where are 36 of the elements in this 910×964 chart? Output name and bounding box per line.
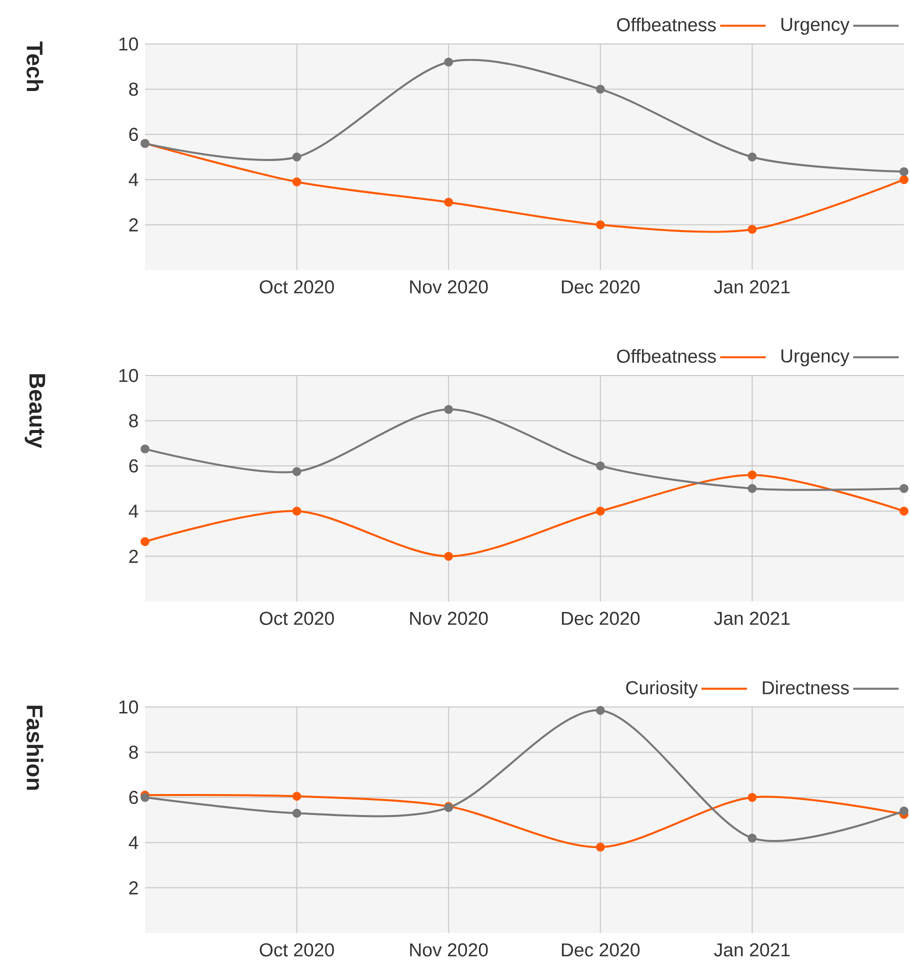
- y-tick-label: 4: [128, 836, 138, 850]
- y-tick-label: 10: [119, 37, 138, 51]
- x-tick-label: Oct 2020: [260, 280, 334, 294]
- x-tick-label: Dec 2020: [562, 612, 640, 625]
- x-tick-label: Nov 2020: [410, 612, 488, 625]
- y-tick-label: 8: [129, 82, 138, 96]
- y-axis-title: Fashion: [26, 706, 44, 790]
- x-tick-label: Jan 2021: [714, 943, 790, 956]
- x-tick-label: Nov 2020: [410, 280, 488, 294]
- y-tick-label: 2: [129, 881, 138, 894]
- y-axis-title: Tech: [26, 41, 44, 92]
- legend-label: Offbeatness: [617, 18, 716, 32]
- legend-label: Directness: [762, 680, 849, 694]
- y-axis-title: Beauty: [24, 374, 46, 448]
- y-tick-label: 4: [128, 504, 138, 518]
- x-tick-label: Nov 2020: [410, 943, 488, 956]
- x-tick-label: Dec 2020: [562, 280, 640, 294]
- x-tick-label: Oct 2020: [260, 943, 334, 956]
- y-tick-label: 10: [119, 700, 138, 714]
- y-tick-label: 6: [129, 128, 138, 142]
- y-tick-label: 6: [129, 790, 138, 804]
- y-tick-label: 2: [129, 550, 138, 563]
- x-tick-label: Oct 2020: [260, 612, 334, 625]
- y-tick-label: 4: [128, 173, 138, 186]
- legend-label: Urgency: [781, 350, 850, 366]
- y-tick-label: 8: [129, 414, 138, 428]
- y-tick-label: 2: [129, 218, 138, 232]
- x-tick-label: Dec 2020: [562, 943, 640, 956]
- x-tick-label: Jan 2021: [714, 280, 790, 294]
- x-tick-label: Jan 2021: [714, 612, 790, 625]
- legend-label: Urgency: [781, 18, 850, 35]
- y-tick-label: 6: [129, 459, 138, 473]
- legend-label: Curiosity: [626, 680, 698, 698]
- legend-label: Offbeatness: [617, 349, 716, 363]
- y-tick-label: 10: [119, 368, 138, 382]
- y-tick-label: 8: [129, 746, 138, 759]
